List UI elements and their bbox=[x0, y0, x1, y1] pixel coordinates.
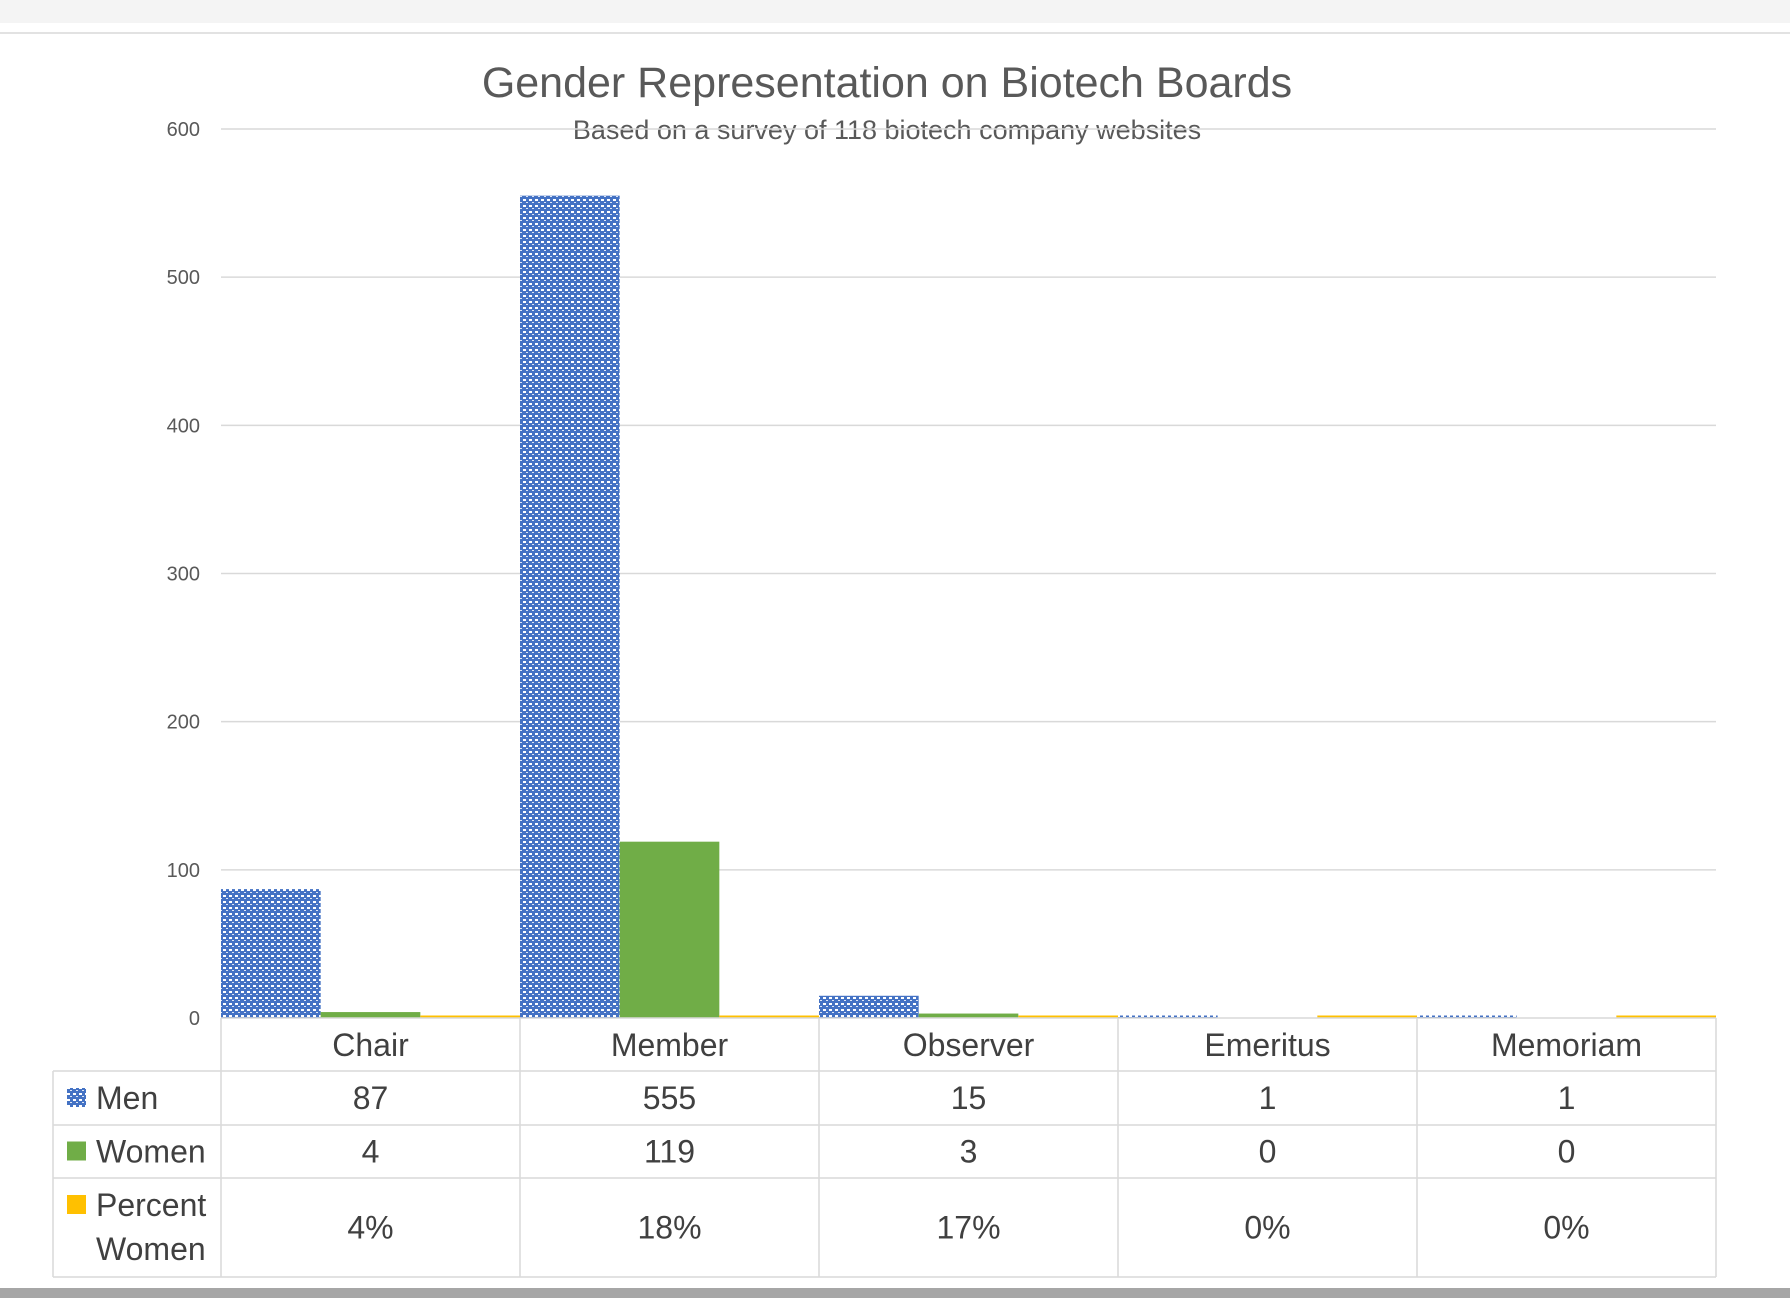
table-cell: 87 bbox=[353, 1080, 389, 1116]
y-tick-label: 0 bbox=[189, 1008, 200, 1030]
category-label: Observer bbox=[903, 1027, 1035, 1063]
y-tick-label: 600 bbox=[167, 119, 200, 141]
bar-men-member bbox=[520, 195, 620, 1019]
gridlines bbox=[221, 128, 1716, 871]
bar-percent-women-member bbox=[719, 1015, 819, 1018]
top-divider bbox=[0, 32, 1790, 34]
category-label: Emeritus bbox=[1204, 1027, 1330, 1063]
bar-percent-women-emeritus bbox=[1317, 1015, 1417, 1018]
y-tick-label: 100 bbox=[167, 860, 200, 882]
bar-men-emeritus bbox=[1118, 1015, 1218, 1018]
category-label: Member bbox=[611, 1027, 729, 1063]
series-label: Men bbox=[96, 1080, 158, 1116]
y-tick-label: 400 bbox=[167, 415, 200, 437]
bar-percent-women-memoriam bbox=[1616, 1015, 1716, 1018]
table-cell: 18% bbox=[637, 1210, 701, 1246]
table-cell: 0 bbox=[1558, 1134, 1576, 1170]
window-top-bar bbox=[0, 0, 1790, 23]
bar-percent-women-chair bbox=[420, 1015, 520, 1018]
series-label: Percent Women bbox=[96, 1187, 206, 1267]
table-cell: 4 bbox=[362, 1134, 380, 1170]
table-cell: 555 bbox=[643, 1080, 696, 1116]
table-cell: 0 bbox=[1259, 1134, 1277, 1170]
y-tick-label: 200 bbox=[167, 712, 200, 734]
table-cell: 0% bbox=[1244, 1210, 1290, 1246]
y-tick-label: 500 bbox=[167, 267, 200, 289]
bar-men-observer bbox=[819, 995, 919, 1018]
table-cell: 1 bbox=[1558, 1080, 1576, 1116]
bar-women-observer bbox=[918, 1013, 1019, 1018]
table-cell: 15 bbox=[951, 1080, 987, 1116]
bar-men-memoriam bbox=[1417, 1015, 1517, 1018]
bar-women-chair bbox=[320, 1012, 421, 1018]
table-cell: 119 bbox=[644, 1134, 695, 1170]
window-bottom-bar bbox=[0, 1288, 1790, 1298]
bar-men-chair bbox=[221, 889, 321, 1018]
category-label: Memoriam bbox=[1491, 1027, 1642, 1063]
data-table: Chair Member Observer Emeritus Memoriam Men 87… bbox=[52, 1017, 1717, 1278]
legend-key-men bbox=[67, 1088, 86, 1107]
legend-key-women bbox=[67, 1141, 86, 1161]
table-cell: 17% bbox=[936, 1210, 1000, 1246]
table-cell: 3 bbox=[960, 1134, 978, 1170]
chart-title: Gender Representation on Biotech Boards bbox=[482, 59, 1292, 107]
series-label: Women bbox=[96, 1134, 206, 1170]
y-axis-ticks: 0 100 200 300 400 500 600 bbox=[167, 119, 200, 1030]
legend-key-percent-women bbox=[67, 1195, 86, 1214]
y-tick-label: 300 bbox=[167, 564, 200, 586]
chart-subtitle: Based on a survey of 118 biotech company… bbox=[573, 115, 1201, 145]
bar-women-member bbox=[619, 841, 720, 1018]
table-cell: 4% bbox=[347, 1210, 393, 1246]
table-cell: 1 bbox=[1259, 1080, 1277, 1116]
bar-percent-women-observer bbox=[1018, 1015, 1118, 1018]
bars bbox=[221, 195, 1716, 1019]
category-label: Chair bbox=[332, 1027, 409, 1063]
table-cell: 0% bbox=[1543, 1210, 1589, 1246]
